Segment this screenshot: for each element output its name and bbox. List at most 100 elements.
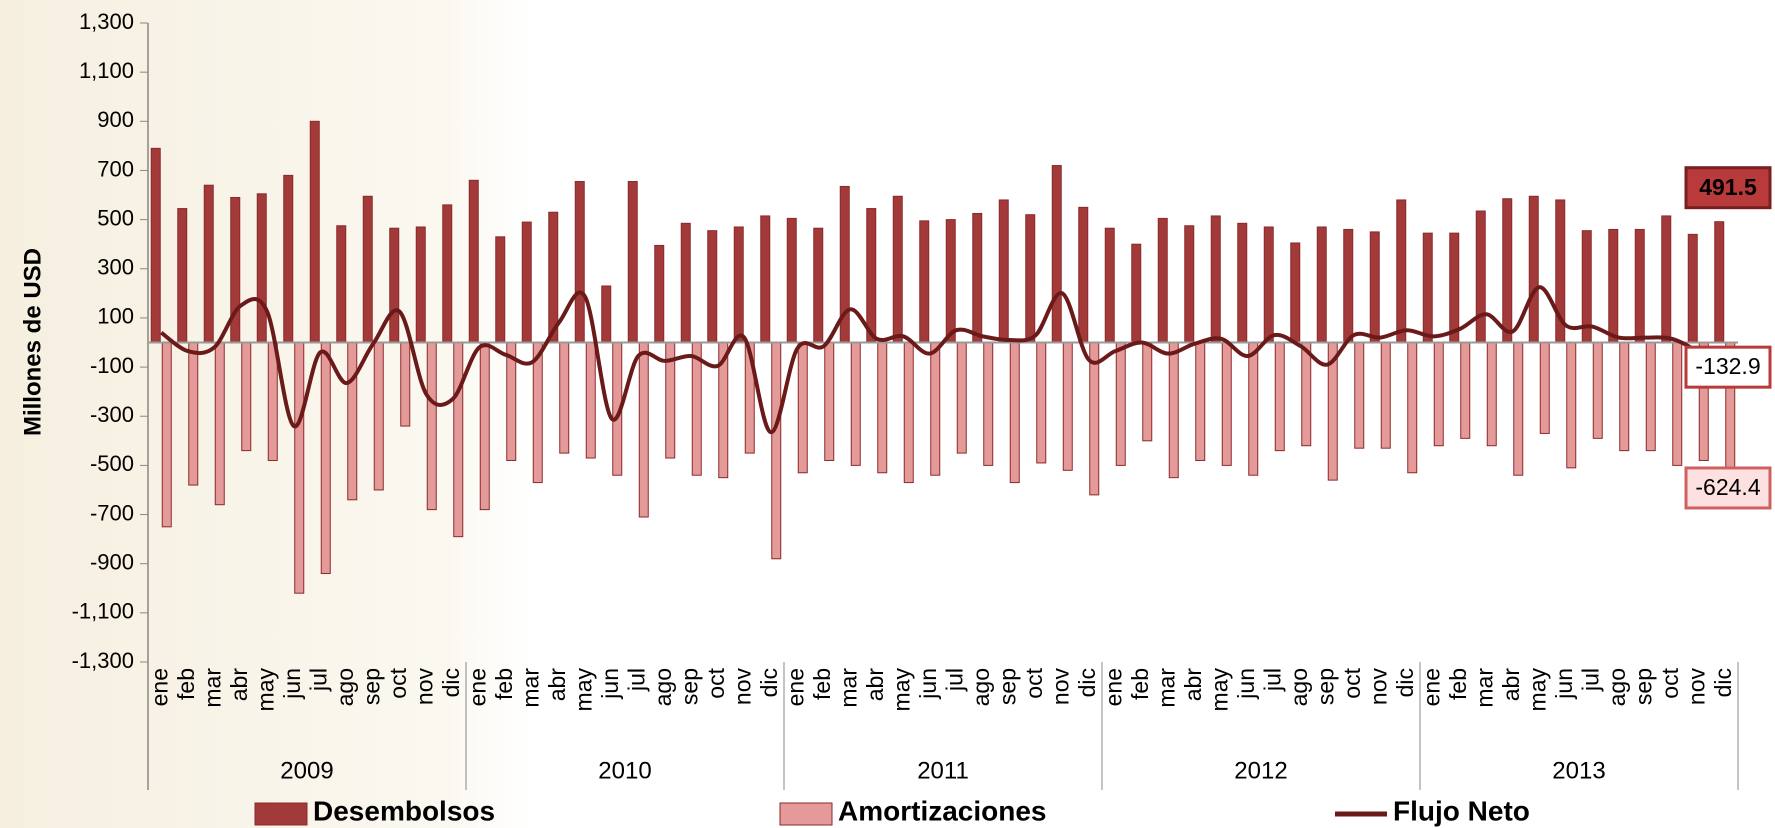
bar — [1634, 228, 1645, 343]
bar — [373, 342, 384, 491]
bar — [400, 342, 411, 427]
x-tick-label: ago — [1286, 668, 1312, 706]
bar — [479, 342, 490, 511]
bar — [1274, 342, 1285, 452]
bar — [627, 181, 638, 343]
bar — [1369, 231, 1380, 343]
bar — [1502, 198, 1513, 343]
bar — [1539, 342, 1550, 434]
bar — [203, 184, 214, 343]
x-tick-label: mar — [1153, 668, 1179, 708]
bar — [1115, 342, 1126, 466]
x-tick-label: may — [1206, 668, 1232, 712]
x-tick-label: jun — [279, 668, 305, 700]
bar — [468, 179, 479, 343]
bar — [760, 215, 771, 343]
bar — [956, 342, 967, 454]
bar — [294, 342, 305, 594]
year-label: 2010 — [598, 757, 651, 784]
x-tick-label: jun — [1551, 668, 1577, 700]
bar — [1089, 342, 1100, 496]
y-tick-label: -300 — [90, 402, 134, 427]
bar — [453, 342, 464, 538]
bar — [1184, 225, 1195, 343]
bar — [1486, 342, 1497, 447]
bar — [320, 342, 331, 575]
x-tick-label: mar — [199, 668, 225, 708]
data-label-box — [1684, 466, 1772, 510]
x-tick-label: sep — [1630, 668, 1656, 705]
data-label: 491.5 — [1699, 174, 1757, 200]
bar — [1051, 165, 1062, 343]
bar — [1475, 210, 1486, 343]
bar — [903, 342, 914, 484]
bar — [585, 342, 596, 459]
bar — [521, 221, 532, 343]
bar — [1210, 215, 1221, 343]
bar — [1672, 342, 1683, 466]
bar — [983, 342, 994, 466]
x-tick-label: ago — [1604, 668, 1630, 706]
x-tick-label: may — [570, 668, 596, 712]
bar — [733, 226, 744, 343]
x-tick-label: ene — [1100, 668, 1126, 706]
bar — [1168, 342, 1179, 479]
bar — [654, 244, 665, 344]
bar — [1513, 342, 1524, 476]
x-tick-label: sep — [676, 668, 702, 705]
bar — [1301, 342, 1312, 447]
bar — [532, 342, 543, 484]
bar — [1290, 242, 1301, 343]
bar — [495, 236, 506, 343]
bar — [786, 217, 797, 343]
x-tick-label: nov — [1365, 668, 1391, 706]
x-tick-label: ene — [1418, 668, 1444, 706]
y-tick-label: 100 — [97, 304, 134, 329]
year-label: 2009 — [280, 757, 333, 784]
year-label: 2012 — [1234, 757, 1287, 784]
bar — [930, 342, 941, 476]
x-tick-label: feb — [491, 668, 517, 700]
y-tick-label: 700 — [97, 156, 134, 181]
x-tick-label: abr — [862, 668, 888, 702]
x-tick-label: oct — [385, 667, 411, 698]
bar — [1263, 226, 1274, 343]
x-tick-label: dic — [1074, 668, 1100, 697]
line — [160, 285, 1727, 435]
bar — [1062, 342, 1073, 471]
x-tick-label: jul — [941, 668, 967, 692]
y-tick-label: 500 — [97, 205, 134, 230]
x-tick-label: dic — [756, 668, 782, 697]
x-tick-label: sep — [358, 668, 384, 705]
bar — [336, 225, 347, 343]
legend-swatch — [254, 802, 308, 826]
bar — [945, 219, 956, 343]
x-tick-label: may — [888, 668, 914, 712]
bar — [241, 342, 252, 452]
x-tick-label: ago — [968, 668, 994, 706]
bar — [1460, 342, 1471, 439]
bar — [919, 220, 930, 344]
x-tick-label: feb — [809, 668, 835, 700]
bar — [1566, 342, 1577, 469]
bar — [998, 199, 1009, 343]
bar — [1687, 233, 1698, 343]
y-axis-label: Millones de USD — [19, 248, 46, 436]
legend-label: Desembolsos — [313, 795, 495, 826]
bar — [1528, 195, 1539, 343]
x-tick-label: may — [1524, 668, 1550, 712]
x-tick-label: jun — [915, 668, 941, 700]
x-tick-label: feb — [1445, 668, 1471, 700]
bar — [1619, 342, 1630, 452]
bar — [866, 208, 877, 343]
bar — [892, 195, 903, 343]
bar — [1380, 342, 1391, 449]
bar — [1248, 342, 1259, 476]
legend-swatch — [779, 802, 833, 826]
bar — [1025, 214, 1036, 343]
y-tick-label: 300 — [97, 255, 134, 280]
bar — [574, 181, 585, 343]
y-tick-label: -1,100 — [72, 599, 134, 624]
legend-label: Flujo Neto — [1393, 795, 1530, 826]
